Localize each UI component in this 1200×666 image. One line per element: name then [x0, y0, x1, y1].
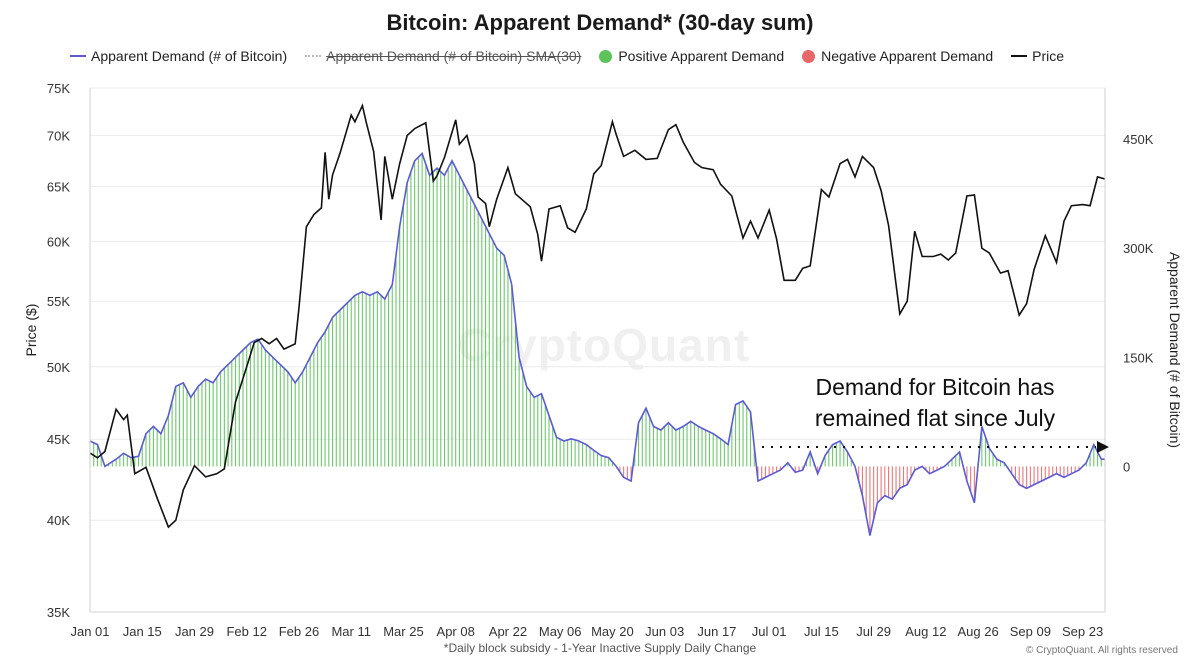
price-tick-label: 35K: [47, 605, 70, 620]
annotation-line-1: Demand for Bitcoin has: [815, 374, 1055, 400]
axes-layer: 35K 40K 45K 50K 55K 60K 65K 70K 75K 0 150K 300K 450K…: [23, 81, 1183, 639]
x-tick-label: Apr 22: [489, 624, 527, 639]
x-tick-label: Jan 15: [123, 624, 162, 639]
legend-label-sma: Apparent Demand (# of Bitcoin) SMA(30): [326, 48, 582, 64]
x-tick-label: Jul 15: [804, 624, 839, 639]
x-tick-label: May 06: [539, 624, 582, 639]
left-axis-title: Price ($): [23, 304, 39, 357]
demand-tick-label: 450K: [1123, 132, 1154, 147]
x-tick-label: Sep 09: [1010, 624, 1051, 639]
x-tick-label: Jan 29: [175, 624, 214, 639]
footnote: *Daily block subsidy - 1-Year Inactive S…: [443, 641, 757, 655]
x-tick-label: Mar 25: [383, 624, 423, 639]
price-tick-label: 55K: [47, 294, 70, 309]
x-tick-label: Jul 01: [752, 624, 787, 639]
chart-title: Bitcoin: Apparent Demand* (30-day sum): [386, 10, 814, 35]
price-tick-label: 60K: [47, 234, 70, 249]
x-tick-label: Aug 12: [905, 624, 946, 639]
price-tick-label: 65K: [47, 179, 70, 194]
legend-swatch-price: [1011, 55, 1028, 57]
legend-label-demand: Apparent Demand (# of Bitcoin): [91, 48, 288, 64]
annotation-arrowhead: [1097, 441, 1109, 453]
legend-swatch-positive: [599, 49, 613, 63]
x-tick-label: Sep 23: [1062, 624, 1103, 639]
grid-layer: [90, 87, 1105, 613]
x-tick-label: May 20: [591, 624, 634, 639]
demand-line: [89, 152, 1105, 536]
legend-item-price[interactable]: Price: [1011, 48, 1064, 64]
x-tick-label: Jul 29: [856, 624, 891, 639]
legend-item-negative[interactable]: Negative Apparent Demand: [802, 48, 993, 64]
legend-swatch-negative: [802, 49, 816, 63]
x-tick-label: Feb 12: [226, 624, 266, 639]
annotation-layer: [762, 441, 1109, 453]
x-tick-label: Jan 01: [70, 624, 109, 639]
right-axis-title: Apparent Demand (# of Bitcoin): [1167, 252, 1183, 448]
price-tick-label: 40K: [47, 513, 70, 528]
x-tick-label: Feb 26: [279, 624, 319, 639]
watermark: CryptoQuant: [458, 319, 751, 371]
legend-item-demand[interactable]: Apparent Demand (# of Bitcoin): [70, 48, 287, 64]
x-tick-label: Jun 17: [697, 624, 736, 639]
x-tick-label: Aug 26: [958, 624, 999, 639]
x-tick-label: Apr 08: [437, 624, 475, 639]
legend-label-negative: Negative Apparent Demand: [821, 48, 994, 64]
price-tick-label: 45K: [47, 432, 70, 447]
copyright-credit: © CryptoQuant. All rights reserved: [1026, 645, 1178, 656]
price-tick-label: 70K: [47, 128, 70, 143]
price-tick-label: 75K: [47, 81, 70, 96]
legend-swatch-sma: [305, 55, 322, 57]
legend: Apparent Demand (# of Bitcoin) Apparent …: [70, 48, 1082, 64]
price-tick-label: 50K: [47, 360, 70, 375]
annotation-text: Demand for Bitcoin has remained flat sin…: [770, 372, 1100, 434]
legend-label-price: Price: [1032, 48, 1065, 64]
demand-tick-label: 150K: [1123, 350, 1154, 365]
legend-item-positive[interactable]: Positive Apparent Demand: [599, 48, 784, 64]
x-tick-label: Jun 03: [645, 624, 684, 639]
demand-tick-label: 300K: [1123, 241, 1154, 256]
lines-layer: [89, 103, 1106, 536]
price-line: [89, 103, 1106, 529]
x-tick-label: Mar 11: [331, 624, 371, 639]
annotation-line-2: remained flat since July: [814, 405, 1056, 431]
legend-label-positive: Positive Apparent Demand: [618, 48, 785, 64]
legend-swatch-demand: [70, 55, 86, 57]
demand-tick-label: 0: [1123, 459, 1130, 474]
demand-bars-layer: [89, 153, 1106, 536]
legend-item-sma[interactable]: Apparent Demand (# of Bitcoin) SMA(30): [305, 48, 581, 64]
